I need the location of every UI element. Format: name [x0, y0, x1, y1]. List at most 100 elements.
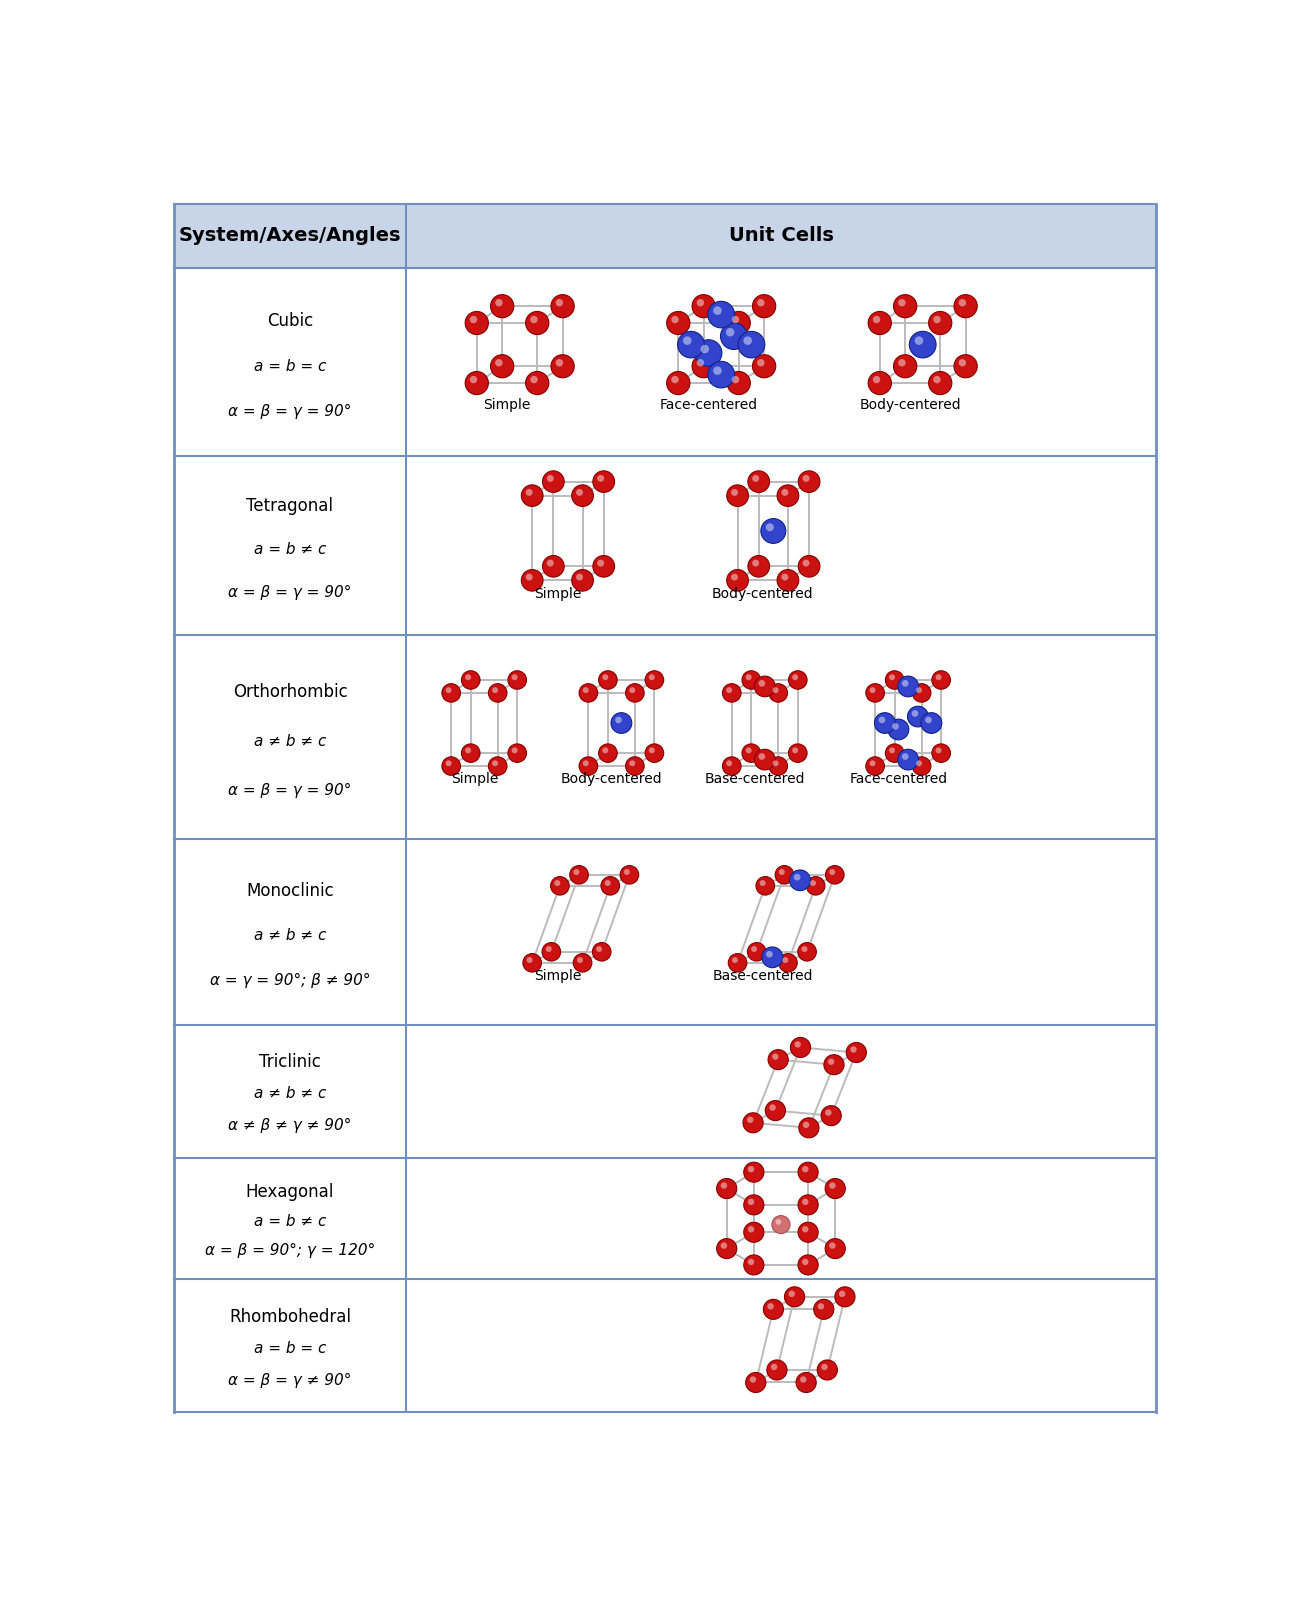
Circle shape	[777, 570, 799, 590]
Circle shape	[773, 760, 778, 766]
Circle shape	[611, 712, 632, 733]
Circle shape	[776, 866, 794, 885]
Circle shape	[748, 470, 769, 493]
Circle shape	[695, 339, 722, 366]
Circle shape	[899, 299, 905, 307]
Circle shape	[743, 1222, 764, 1242]
Circle shape	[925, 717, 931, 723]
Circle shape	[597, 560, 604, 566]
Circle shape	[769, 1104, 776, 1110]
Circle shape	[684, 336, 691, 346]
Circle shape	[802, 1198, 808, 1205]
Text: α = β = γ ≠ 90°: α = β = γ ≠ 90°	[228, 1373, 351, 1389]
Circle shape	[821, 1106, 842, 1126]
Text: Hexagonal: Hexagonal	[246, 1182, 335, 1202]
Circle shape	[648, 674, 655, 680]
Circle shape	[873, 376, 881, 384]
Circle shape	[693, 294, 715, 318]
Circle shape	[511, 747, 518, 754]
Circle shape	[825, 866, 844, 885]
Circle shape	[768, 1050, 789, 1070]
Circle shape	[888, 747, 895, 754]
Circle shape	[782, 957, 789, 963]
Circle shape	[645, 670, 664, 690]
Circle shape	[873, 315, 881, 323]
Text: a ≠ b ≠ c: a ≠ b ≠ c	[254, 734, 326, 749]
Circle shape	[582, 686, 589, 693]
Circle shape	[490, 355, 514, 378]
Circle shape	[732, 315, 739, 323]
Bar	[174, 456, 1156, 635]
Circle shape	[726, 328, 734, 336]
Circle shape	[466, 674, 471, 680]
Circle shape	[738, 331, 765, 358]
Circle shape	[573, 954, 591, 973]
Circle shape	[778, 869, 785, 875]
Text: Face-centered: Face-centered	[850, 773, 947, 786]
Circle shape	[713, 366, 721, 374]
Circle shape	[757, 299, 764, 307]
Circle shape	[726, 760, 732, 766]
Bar	[174, 269, 1156, 456]
Circle shape	[868, 371, 891, 395]
Circle shape	[886, 670, 904, 690]
Circle shape	[672, 315, 678, 323]
Circle shape	[732, 957, 738, 963]
Text: Monoclinic: Monoclinic	[246, 882, 333, 901]
Circle shape	[901, 754, 909, 760]
Circle shape	[721, 1242, 728, 1250]
Circle shape	[629, 760, 636, 766]
Circle shape	[442, 683, 460, 702]
Circle shape	[743, 1195, 764, 1214]
Circle shape	[601, 877, 620, 894]
Circle shape	[835, 1286, 855, 1307]
Bar	[174, 1280, 1156, 1413]
Text: a = b ≠ c: a = b ≠ c	[254, 1213, 326, 1229]
Circle shape	[898, 749, 918, 770]
Circle shape	[829, 1242, 835, 1250]
Circle shape	[781, 490, 789, 496]
Circle shape	[908, 706, 929, 726]
Circle shape	[839, 1291, 846, 1298]
Circle shape	[825, 1238, 846, 1259]
Circle shape	[798, 1195, 818, 1214]
Circle shape	[781, 574, 789, 581]
Circle shape	[888, 718, 909, 739]
Circle shape	[916, 760, 922, 766]
Circle shape	[935, 674, 942, 680]
Circle shape	[796, 1373, 816, 1392]
Circle shape	[508, 744, 527, 762]
Circle shape	[888, 674, 895, 680]
Circle shape	[489, 757, 507, 776]
Circle shape	[554, 880, 560, 886]
Text: Body-centered: Body-centered	[560, 773, 663, 786]
Circle shape	[912, 757, 931, 776]
Bar	[174, 1158, 1156, 1280]
Circle shape	[446, 760, 451, 766]
Circle shape	[722, 757, 741, 776]
Circle shape	[813, 1299, 834, 1320]
Circle shape	[620, 866, 638, 885]
Text: α = β = γ = 90°: α = β = γ = 90°	[228, 403, 351, 419]
Circle shape	[521, 485, 543, 507]
Bar	[174, 840, 1156, 1024]
Circle shape	[748, 1226, 755, 1232]
Circle shape	[958, 358, 966, 366]
Text: α = β = 90°; γ = 120°: α = β = 90°; γ = 120°	[205, 1243, 375, 1258]
Circle shape	[755, 677, 776, 698]
Circle shape	[677, 331, 704, 358]
Circle shape	[572, 485, 594, 507]
Circle shape	[817, 1302, 824, 1309]
Text: a ≠ b ≠ c: a ≠ b ≠ c	[254, 1086, 326, 1101]
Circle shape	[696, 358, 704, 366]
Circle shape	[785, 1286, 804, 1307]
Circle shape	[747, 942, 767, 962]
Circle shape	[599, 670, 617, 690]
Circle shape	[792, 747, 798, 754]
Circle shape	[901, 680, 909, 686]
Circle shape	[708, 362, 734, 387]
Text: Simple: Simple	[451, 773, 498, 786]
Circle shape	[604, 880, 611, 886]
Circle shape	[798, 1254, 818, 1275]
Circle shape	[955, 294, 977, 318]
